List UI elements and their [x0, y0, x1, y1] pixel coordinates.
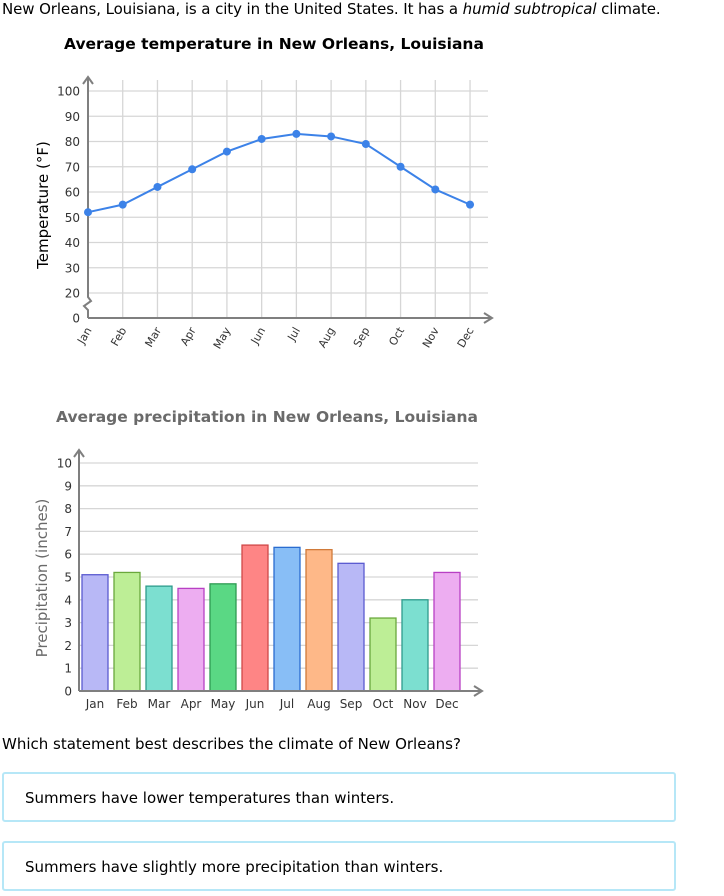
- intro-after: climate.: [596, 0, 661, 18]
- data-point: [84, 208, 92, 217]
- answer-option-label: Summers have slightly more precipitation…: [25, 858, 444, 876]
- x-tick-label: Oct: [373, 697, 394, 711]
- x-tick-label: May: [211, 697, 236, 711]
- y-tick-label: 4: [64, 593, 72, 607]
- data-point: [292, 129, 301, 138]
- data-point: [222, 147, 231, 156]
- y-tick-label: 100: [57, 85, 80, 99]
- intro-text: New Orleans, Louisiana, is a city in the…: [2, 0, 661, 18]
- data-point: [257, 134, 266, 143]
- x-tick-label: Jun: [245, 697, 265, 711]
- x-tick-label: Aug: [307, 697, 330, 711]
- bar-jul: [273, 546, 301, 692]
- intro-before: New Orleans, Louisiana, is a city in the…: [2, 0, 463, 18]
- answer-option-label: Summers have lower temperatures than win…: [25, 789, 395, 807]
- y-tick-label: 0: [72, 312, 80, 326]
- data-point: [361, 140, 370, 149]
- y-axis-arrow-icon: [82, 75, 94, 85]
- data-point: [466, 200, 475, 209]
- intro-emphasis: humid subtropical: [462, 0, 597, 18]
- x-tick-label: Feb: [116, 697, 137, 711]
- temperature-chart-title: Average temperature in New Orleans, Loui…: [64, 35, 484, 53]
- x-tick-label: Jan: [85, 697, 105, 711]
- x-tick-label: Dec: [435, 697, 458, 711]
- y-tick-label: 8: [64, 502, 72, 516]
- y-tick-label: 3: [64, 616, 72, 630]
- bar-jan: [81, 574, 109, 692]
- y-tick-label: 9: [64, 479, 72, 493]
- y-axis-with-break: [82, 78, 93, 318]
- data-point: [118, 200, 127, 209]
- bar-mar: [145, 585, 173, 692]
- answer-option-2[interactable]: Summers have slightly more precipitation…: [2, 841, 676, 891]
- bar-apr: [177, 587, 205, 692]
- bar-oct: [369, 617, 397, 692]
- y-tick-label: 0: [64, 685, 72, 699]
- y-tick-label: 7: [64, 525, 72, 539]
- y-tick-label: 6: [64, 548, 72, 562]
- x-tick-label: Nov: [403, 697, 426, 711]
- y-tick-label: 30: [65, 261, 80, 275]
- y-tick-label: 80: [65, 135, 80, 149]
- data-point: [327, 132, 336, 141]
- x-axis-arrow-icon: [483, 312, 494, 324]
- y-tick-label: 50: [65, 211, 80, 225]
- y-tick-label: 2: [64, 639, 72, 653]
- y-tick-label: 10: [57, 457, 72, 471]
- bar-sep: [337, 562, 365, 692]
- x-axis-arrow-icon: [473, 685, 484, 697]
- x-tick-label: Apr: [181, 697, 202, 711]
- data-point: [188, 165, 197, 174]
- y-axis-label: Precipitation (inches): [33, 499, 51, 658]
- y-axis-arrow-icon: [73, 448, 85, 458]
- bar-nov: [401, 599, 429, 692]
- x-tick-label: Jul: [279, 697, 294, 711]
- data-point: [431, 185, 440, 194]
- bar-aug: [305, 548, 333, 692]
- y-tick-label: 90: [65, 110, 80, 124]
- precipitation-chart-title: Average precipitation in New Orleans, Lo…: [56, 408, 478, 426]
- bar-dec: [433, 571, 461, 692]
- y-axis-label: Temperature (°F): [34, 141, 52, 270]
- y-tick-label: 1: [64, 662, 72, 676]
- y-tick-label: 40: [65, 236, 80, 250]
- x-tick-label: Jul: [285, 325, 303, 344]
- bar-jun: [241, 544, 269, 692]
- temperature-line: [87, 132, 471, 214]
- y-tick-label: 5: [64, 571, 72, 585]
- data-point: [153, 182, 162, 191]
- bar-may: [209, 583, 237, 692]
- data-point: [396, 162, 405, 171]
- y-tick-label: 20: [65, 287, 80, 301]
- x-tick-label: Sep: [340, 697, 363, 711]
- y-tick-label: 60: [65, 186, 80, 200]
- answer-option-1[interactable]: Summers have lower temperatures than win…: [2, 772, 676, 822]
- x-tick-label: Mar: [148, 697, 171, 711]
- precipitation-bar-chart: 0 1 2 3 4 5 6 7 8 9 10 Jan Feb Mar Apr May Jun Jul Aug Sep O…: [33, 448, 484, 711]
- bar-feb: [113, 571, 141, 692]
- question-text: Which statement best describes the clima…: [2, 735, 461, 753]
- y-tick-label: 70: [65, 160, 80, 174]
